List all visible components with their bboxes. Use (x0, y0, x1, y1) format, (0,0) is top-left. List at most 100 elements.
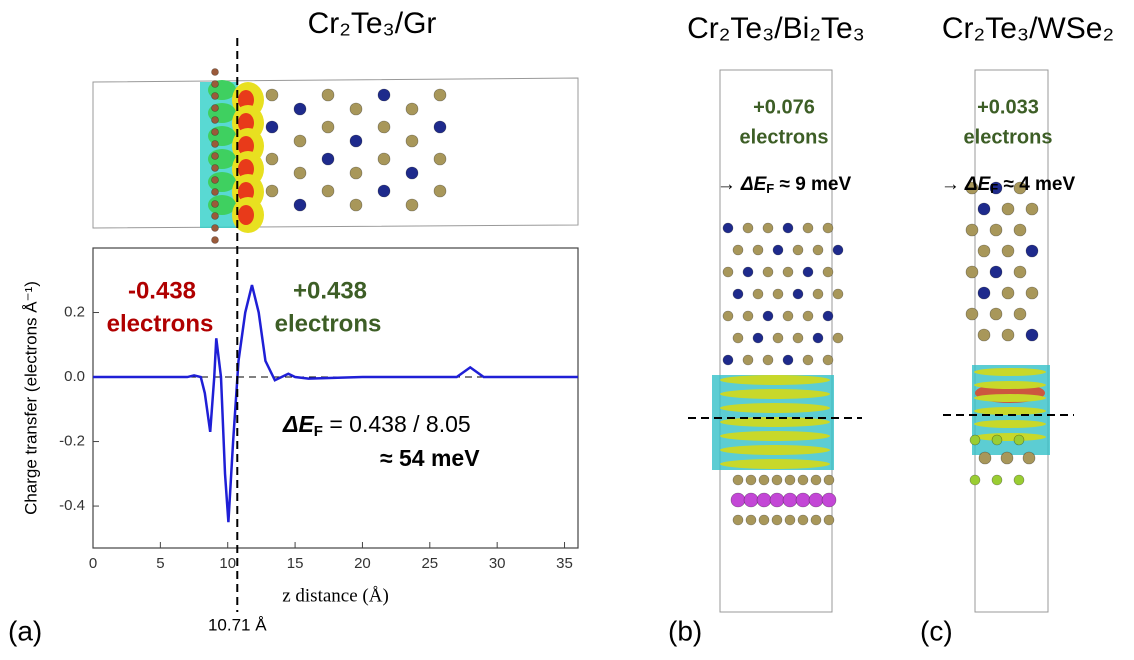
structure-shape (989, 181, 1003, 195)
structure-shape (752, 332, 764, 344)
structure-shape (965, 223, 979, 237)
structure-shape (802, 266, 814, 278)
structure-shape (211, 152, 219, 160)
structure-shape (742, 310, 754, 322)
structure-shape (732, 474, 744, 486)
data-line (93, 284, 578, 523)
structure-shape (991, 434, 1003, 446)
structure-shape (293, 166, 307, 180)
structure-shape (321, 88, 335, 102)
structure-shape (1001, 328, 1015, 342)
structure-shape (782, 310, 794, 322)
structure-shape (771, 474, 783, 486)
structure-shape (293, 134, 307, 148)
annotation: electrons (107, 310, 214, 337)
structure-shape (321, 120, 335, 134)
y-tick-label: 0.0 (64, 368, 85, 385)
structure-shape (433, 152, 447, 166)
structure-shape (965, 181, 979, 195)
structure-shape (792, 244, 804, 256)
structure-shape (732, 288, 744, 300)
fermi-shift: → ΔEF ≈ 4 meV (941, 174, 1076, 196)
structure-shape (211, 200, 219, 208)
structure-shape (405, 102, 419, 116)
delta-text: = 0.438 / 8.05 (323, 411, 471, 437)
y-tick-label: 0.2 (64, 303, 85, 320)
structure-shape (978, 451, 992, 465)
structure-shape (810, 514, 822, 526)
structure-shape (1013, 265, 1027, 279)
y-axis-label: Charge transfer (electrons Å⁻¹) (21, 281, 40, 515)
x-tick-label: 35 (556, 555, 573, 572)
structure-shape (1013, 181, 1027, 195)
structure-shape (238, 136, 254, 156)
structure-shape (349, 102, 363, 116)
shift-value: ≈ 9 meV (774, 174, 851, 195)
delta: ΔE (740, 174, 768, 195)
annotation: electrons (275, 310, 382, 337)
structure-shape (812, 288, 824, 300)
structure-shape (745, 514, 757, 526)
structure-shape (433, 184, 447, 198)
charge-unit: electrons (964, 126, 1053, 148)
structure-shape (991, 474, 1003, 486)
structure-shape (772, 332, 784, 344)
panel-label: (c) (920, 615, 953, 646)
structure-shape (211, 140, 219, 148)
y-tick-label: -0.2 (59, 433, 85, 450)
structure-shape (720, 375, 830, 385)
structure-shape (977, 286, 991, 300)
structure-shape (720, 417, 830, 427)
structure-shape (1025, 328, 1039, 342)
structure-shape (969, 434, 981, 446)
structure-shape (974, 69, 1049, 613)
structure-shape (265, 88, 279, 102)
structure-shape (822, 310, 834, 322)
structure-shape (762, 266, 774, 278)
structure-shape (1000, 451, 1014, 465)
delta-sub: F (314, 423, 323, 440)
structure-shape (211, 104, 219, 112)
structure-shape (722, 222, 734, 234)
annotation: ≈ 54 meV (380, 445, 480, 471)
structure-shape (433, 120, 447, 134)
structure-shape (782, 354, 794, 366)
structure-shape (349, 198, 363, 212)
structure-shape (802, 222, 814, 234)
structure-shape (1013, 223, 1027, 237)
structure-shape (745, 474, 757, 486)
y-tick-label: -0.4 (59, 497, 85, 514)
structure-shape (732, 332, 744, 344)
structure-shape (405, 134, 419, 148)
structure-shape (349, 134, 363, 148)
structure-shape (772, 288, 784, 300)
x-axis-label: z distance (Å) (282, 585, 389, 606)
structure-shape (832, 332, 844, 344)
x-tick-label: 5 (156, 555, 164, 572)
structure-shape (762, 310, 774, 322)
structure-shape (211, 176, 219, 184)
structure-shape (742, 354, 754, 366)
charge-unit: electrons (740, 126, 829, 148)
structure-shape (782, 222, 794, 234)
structure-shape (795, 492, 811, 508)
structure-shape (211, 188, 219, 196)
structure-shape (433, 88, 447, 102)
structure-shape (821, 492, 837, 508)
structure-shape (752, 288, 764, 300)
panel-label: (b) (668, 615, 702, 646)
delta-sub: F (766, 181, 774, 196)
structure-shape (377, 88, 391, 102)
structure-shape (756, 492, 772, 508)
structure-shape (810, 474, 822, 486)
structure-shape (812, 244, 824, 256)
structure-shape (784, 474, 796, 486)
structure-shape (752, 244, 764, 256)
structure-shape (797, 474, 809, 486)
structure-shape (969, 474, 981, 486)
structure-shape (722, 310, 734, 322)
delta-sub: F (990, 181, 998, 196)
structure-shape (802, 310, 814, 322)
structure-shape (238, 90, 254, 110)
structure-shape (974, 381, 1046, 389)
